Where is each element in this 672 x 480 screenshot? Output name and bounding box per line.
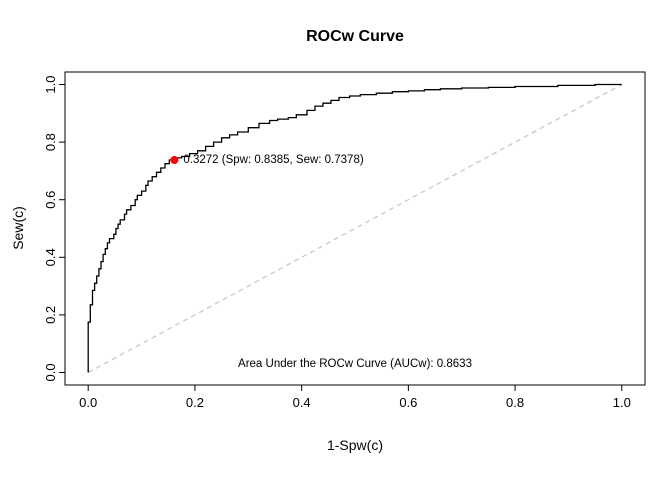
x-tick-label: 0.8	[506, 395, 524, 410]
y-axis-label: Sew(c)	[10, 206, 26, 250]
roc-curve	[87, 83, 622, 373]
x-axis-label: 1-Spw(c)	[326, 437, 383, 453]
y-tick-label: 0.8	[43, 133, 58, 151]
x-tick-label: 0.0	[79, 395, 97, 410]
plot-border	[64, 71, 646, 386]
y-tick-label: 1.0	[43, 75, 58, 93]
auc-annotation: Area Under the ROCw Curve (AUCw): 0.8633	[238, 357, 472, 370]
x-tick-label: 0.6	[399, 395, 417, 410]
marker-annotation: 0.3272 (Spw: 0.8385, Sew: 0.7378)	[183, 154, 364, 167]
y-tick-label: 0.6	[43, 191, 58, 209]
x-tick-label: 1.0	[613, 395, 631, 410]
y-tick-label: 0.2	[43, 306, 58, 324]
x-tick-label: 0.4	[293, 395, 311, 410]
y-tick-label: 0.0	[43, 363, 58, 381]
chart-title: ROCw Curve	[306, 28, 404, 45]
cutoff-marker-point	[170, 156, 179, 165]
reference-diagonal-line	[87, 83, 623, 374]
y-tick-label: 0.4	[43, 248, 58, 266]
x-tick-label: 0.2	[186, 395, 204, 410]
